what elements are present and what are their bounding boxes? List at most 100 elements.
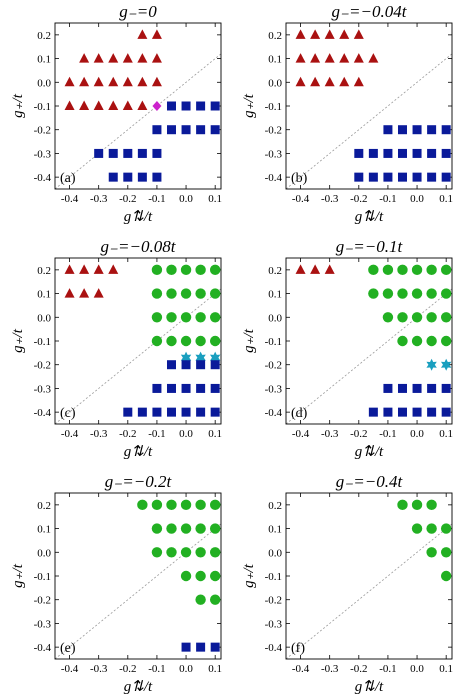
y-tick-label: 0.0	[268, 312, 282, 324]
circle-marker	[209, 335, 221, 347]
circle-marker	[180, 570, 192, 582]
circle-marker	[397, 312, 408, 323]
x-tick-label: -0.2	[350, 663, 367, 675]
x-tick-label: -0.1	[379, 428, 396, 440]
square-marker	[166, 383, 176, 393]
x-tick-label: -0.4	[292, 428, 310, 440]
circle-marker	[166, 499, 177, 511]
x-tick-label: -0.2	[350, 193, 367, 205]
y-tick-label: -0.1	[34, 101, 51, 113]
diagonal-guide-line	[54, 53, 222, 190]
circle-marker	[151, 312, 163, 323]
square-marker	[383, 172, 393, 182]
x-tick-label: -0.1	[148, 428, 165, 440]
diamond-marker	[152, 101, 162, 111]
square-marker	[427, 383, 437, 393]
triangle-marker	[310, 76, 321, 87]
triangle-marker	[324, 264, 335, 274]
y-tick-label: 0.1	[37, 289, 51, 301]
panel-title: g₋=−0.04t	[332, 2, 408, 21]
circle-marker	[180, 288, 192, 299]
x-tick-label: -0.4	[61, 663, 79, 675]
circle-marker	[137, 499, 148, 511]
panel-label: (f)	[291, 641, 305, 656]
circle-marker	[426, 547, 437, 558]
circle-marker	[426, 264, 437, 276]
y-axis-label: g₊/t	[10, 328, 26, 353]
circle-marker	[180, 547, 192, 558]
circle-marker	[151, 264, 163, 276]
square-marker	[196, 101, 206, 111]
triangle-marker	[93, 53, 104, 63]
square-marker	[152, 383, 162, 393]
circle-marker	[426, 335, 437, 347]
circle-marker	[209, 264, 221, 276]
x-tick-label: 0.0	[410, 663, 424, 675]
panel-f: -0.4 -0.3 -0.2 -0.1 0.0 0.10.20.10.0-0.1-0.2-…	[241, 472, 453, 695]
star-marker	[426, 358, 437, 371]
circle-marker	[195, 335, 206, 347]
star-marker	[180, 351, 192, 364]
triangle-marker	[79, 100, 90, 110]
circle-marker	[411, 335, 423, 347]
circle-marker	[195, 523, 206, 534]
triangle-marker	[108, 76, 119, 87]
panel-a: -0.4 -0.3 -0.2 -0.1 0.0 0.10.20.10.0-0.1-0.2-…	[10, 2, 222, 225]
y-tick-label: 0.2	[37, 500, 51, 512]
x-tick-label: -0.2	[119, 663, 136, 675]
star-marker	[209, 351, 221, 364]
square-marker	[123, 407, 133, 417]
square-marker	[354, 148, 364, 158]
y-tick-label: -0.3	[265, 618, 283, 630]
y-tick-label: 0.0	[37, 312, 51, 324]
x-axis-label: g⇅/t	[124, 209, 153, 225]
x-tick-label: -0.2	[350, 428, 367, 440]
triangle-marker	[93, 76, 104, 87]
square-marker	[181, 383, 191, 393]
x-tick-label: -0.3	[321, 193, 339, 205]
circle-marker	[166, 288, 177, 299]
square-marker	[181, 360, 191, 370]
circle-marker	[426, 288, 437, 299]
square-marker	[210, 101, 220, 111]
y-tick-label: 0.1	[37, 54, 51, 66]
y-tick-label: -0.3	[265, 383, 283, 395]
triangle-marker	[122, 100, 133, 110]
circle-marker	[411, 312, 423, 323]
square-marker	[196, 125, 206, 135]
star-marker	[195, 351, 206, 364]
y-tick-label: -0.4	[34, 642, 52, 654]
triangle-marker	[353, 53, 364, 63]
triangle-marker	[79, 53, 90, 63]
triangle-marker	[93, 288, 104, 298]
x-axis-label: g⇅/t	[355, 444, 384, 460]
square-marker	[427, 125, 437, 135]
circle-marker	[209, 594, 221, 605]
circle-marker	[151, 523, 163, 534]
x-tick-label: -0.2	[119, 193, 136, 205]
y-tick-label: -0.2	[34, 360, 51, 372]
square-marker	[354, 172, 364, 182]
circle-marker	[440, 570, 452, 582]
square-marker	[441, 125, 451, 135]
panel-label: (e)	[60, 641, 76, 656]
square-marker	[412, 407, 422, 417]
triangle-marker	[339, 29, 350, 39]
circle-marker	[180, 264, 192, 276]
panel-label: (c)	[60, 406, 76, 421]
triangle-marker	[295, 264, 306, 274]
triangle-marker	[353, 76, 364, 87]
square-marker	[181, 407, 191, 417]
y-tick-label: -0.4	[34, 172, 52, 184]
y-tick-label: -0.4	[34, 407, 52, 419]
circle-marker	[151, 335, 163, 347]
plot-frame	[285, 492, 453, 660]
y-tick-label: -0.3	[265, 148, 283, 160]
circle-marker	[209, 547, 221, 558]
triangle-marker	[295, 53, 306, 63]
square-marker	[166, 407, 176, 417]
triangle-marker	[122, 76, 133, 87]
x-tick-label: 0.1	[208, 663, 222, 675]
triangle-marker	[310, 29, 321, 39]
